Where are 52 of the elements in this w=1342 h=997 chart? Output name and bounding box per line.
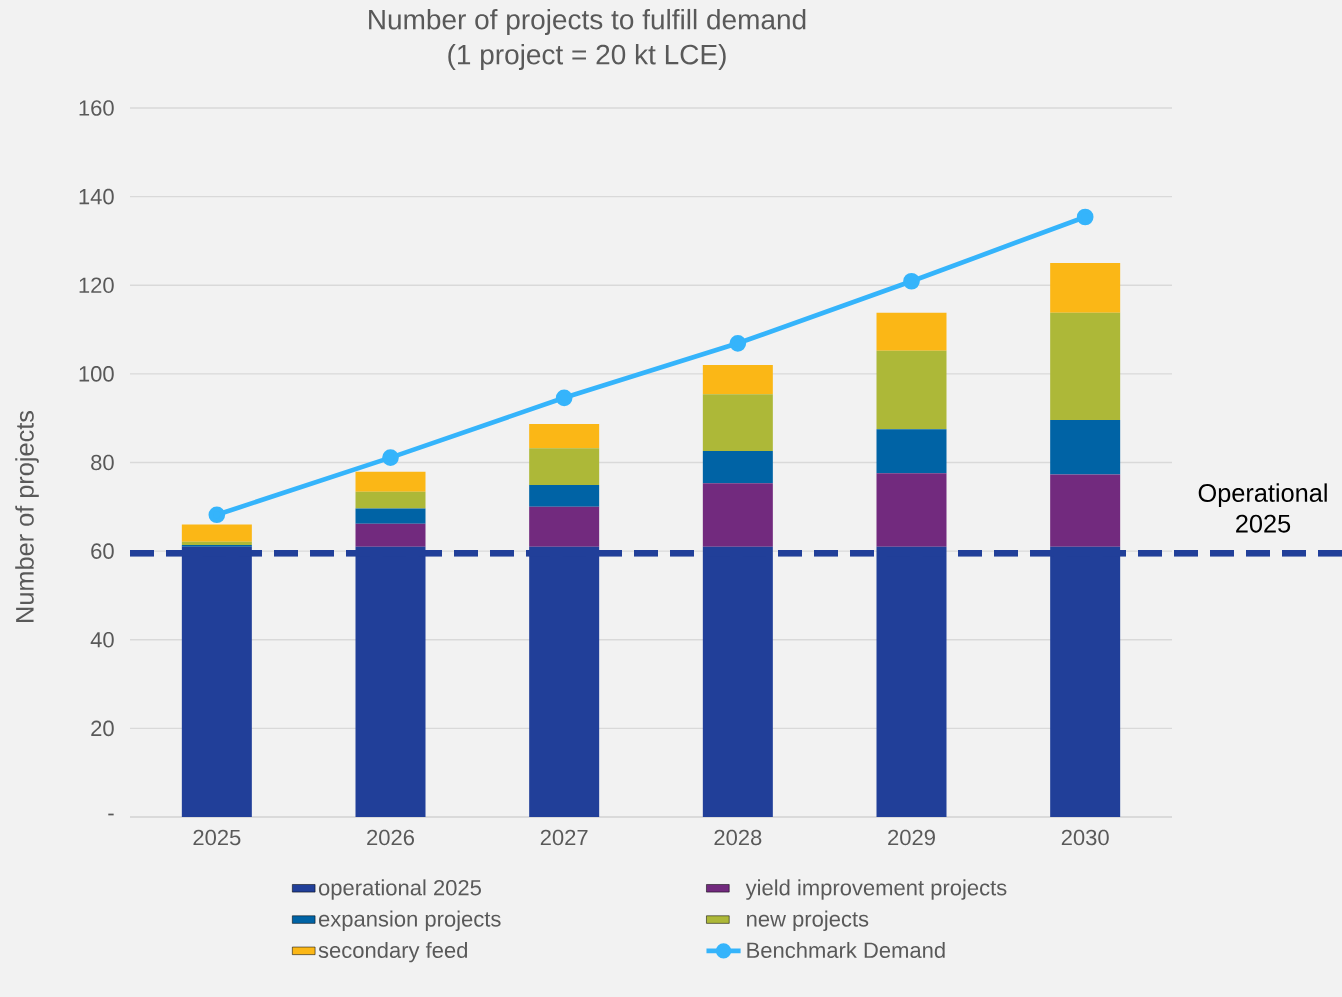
y-tick-label: 100 (79, 366, 114, 382)
y-tick-label: - (108, 813, 114, 816)
x-tick-label: 2029 (888, 829, 935, 846)
bar (355, 523, 426, 547)
y-tick-label: 140 (79, 188, 114, 205)
bar (702, 450, 773, 484)
legend-label: new projects (747, 910, 869, 932)
x-tick-label: 2030 (1061, 829, 1109, 846)
bar (355, 491, 426, 509)
y-tick-label: 20 (91, 720, 114, 737)
chart-subtitle: (1 project = 20 kt LCE) (448, 43, 726, 71)
x-tick-label: 2027 (540, 829, 588, 846)
y-tick-label: 80 (91, 454, 114, 471)
x-tick-label: 2026 (367, 829, 414, 846)
bar (1050, 312, 1121, 420)
bar (876, 350, 947, 430)
bar (702, 365, 773, 395)
bar (529, 506, 600, 547)
bar (702, 483, 773, 547)
x-tick-label: 2025 (193, 829, 241, 846)
bar (529, 423, 600, 449)
point (555, 389, 573, 407)
point (903, 272, 920, 290)
bar (529, 485, 600, 507)
chart-title: Number of projects to fulfill demand (369, 8, 806, 36)
bar (529, 448, 600, 486)
legend-label: expansion projects (318, 910, 501, 932)
point (208, 506, 226, 524)
bar (1050, 419, 1121, 475)
y-axis-title: Number of projects (15, 410, 39, 622)
bar (876, 429, 947, 474)
bar (355, 471, 426, 492)
y-tick-label: 40 (90, 631, 114, 648)
point (729, 334, 747, 352)
ref-line-label: Operational 2025 (1198, 483, 1327, 533)
legend-label: operational 2025 (318, 879, 481, 900)
x-tick-label: 2028 (714, 829, 762, 846)
point (1076, 208, 1094, 226)
y-tick-label: 60 (91, 543, 114, 559)
bar (876, 312, 947, 351)
legend-label: yield improvement projects (745, 879, 1007, 900)
legend-label: Benchmark Demand (747, 941, 945, 959)
bar (1050, 474, 1121, 547)
bar (702, 394, 773, 451)
point (382, 449, 399, 466)
bar (1050, 263, 1121, 313)
y-tick-label: 160 (79, 100, 114, 116)
bar (876, 473, 947, 547)
y-tick-label: 120 (79, 277, 114, 294)
bar (355, 508, 426, 524)
legend-label: secondary feed (318, 941, 467, 963)
bar (181, 524, 252, 542)
